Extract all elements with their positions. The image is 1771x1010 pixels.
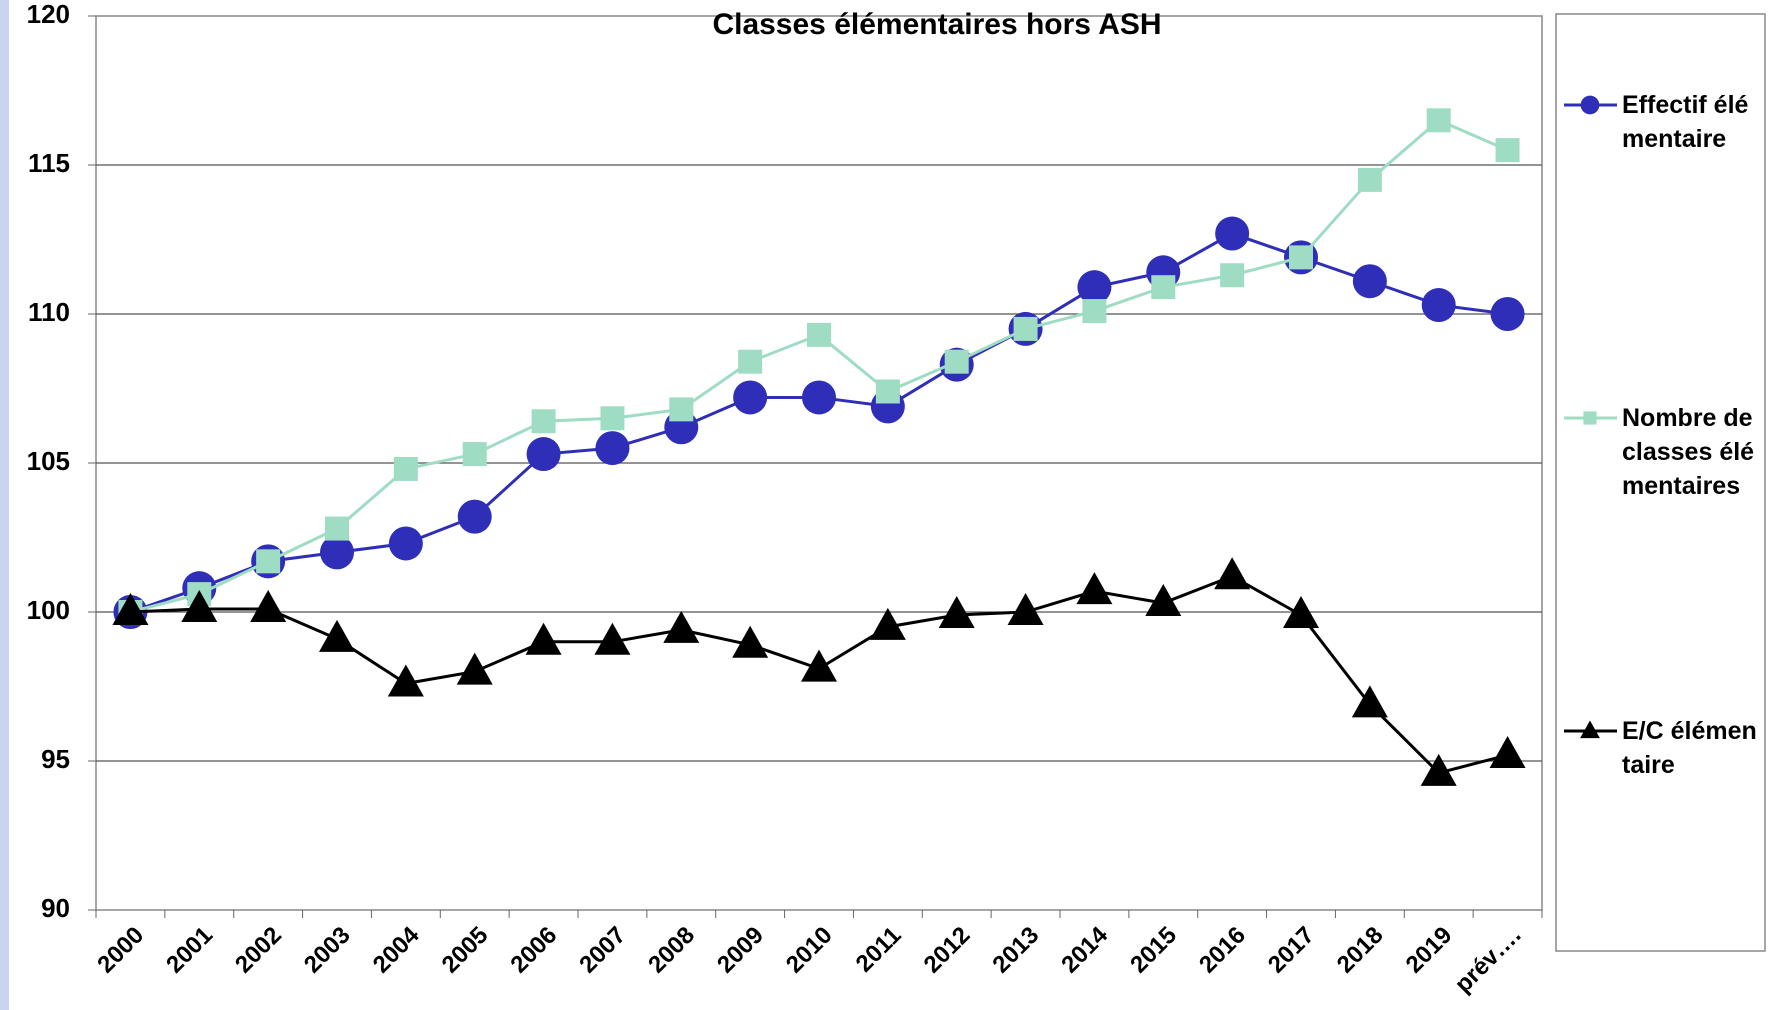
point [595, 431, 630, 466]
point [1215, 216, 1250, 251]
point [1289, 245, 1313, 270]
point [944, 349, 969, 374]
point [1145, 584, 1182, 617]
point [869, 607, 906, 640]
x-tick-label: 2002 [230, 922, 287, 979]
x-tick-label: 2014 [1056, 921, 1113, 978]
x-tick-label: 2015 [1125, 922, 1182, 979]
point [325, 516, 349, 541]
point [1490, 297, 1525, 331]
y-tick-label: 90 [41, 893, 70, 923]
point [875, 379, 900, 404]
point [663, 610, 700, 643]
point [807, 322, 831, 347]
point [250, 590, 287, 623]
point [1352, 264, 1387, 299]
y-tick-label: 120 [27, 0, 70, 29]
point [1351, 685, 1388, 718]
point [1220, 263, 1245, 288]
x-tick-label: 2004 [368, 921, 425, 978]
point [1077, 270, 1112, 305]
legend-marker [1580, 720, 1600, 739]
point [388, 526, 423, 561]
point [456, 652, 493, 685]
point [738, 349, 763, 374]
point [319, 619, 355, 652]
x-tick-label: 2012 [919, 922, 976, 979]
point [1495, 138, 1520, 163]
y-tick-label: 115 [28, 148, 70, 178]
point [732, 625, 769, 658]
x-tick-label: prév…. [1450, 922, 1527, 999]
point [1151, 275, 1176, 300]
legend-label: Nombre de classes élémentaires [1622, 404, 1755, 500]
point [1007, 593, 1044, 625]
legend-marker [1580, 95, 1600, 115]
point [1076, 572, 1113, 605]
x-tick-label: 2017 [1263, 922, 1320, 979]
point [1357, 167, 1382, 192]
x-tick-label: 2019 [1401, 922, 1458, 979]
x-tick-label: 2005 [437, 922, 494, 979]
chart-title: Classes élémentaires hors ASH [712, 8, 1161, 41]
x-tick-label: 2016 [1194, 922, 1251, 979]
point [1013, 316, 1038, 341]
point [1082, 299, 1107, 324]
x-tick-label: 2007 [574, 922, 631, 979]
point [112, 593, 149, 625]
x-tick-label: 2011 [851, 922, 907, 978]
point [525, 622, 562, 655]
point [181, 590, 218, 623]
point [938, 595, 975, 628]
point [320, 535, 354, 570]
point [1426, 108, 1451, 133]
y-tick-label: 105 [27, 446, 70, 476]
point [733, 380, 768, 415]
point [457, 499, 492, 534]
point [1420, 753, 1457, 786]
x-tick-label: 2003 [299, 922, 356, 979]
point [594, 622, 631, 655]
point [1283, 595, 1319, 628]
legend-marker [1583, 411, 1597, 425]
point [462, 442, 487, 467]
point [669, 397, 694, 422]
point [393, 456, 418, 481]
point [802, 380, 836, 415]
y-tick-label: 100 [27, 595, 70, 625]
point [600, 406, 625, 431]
left-border [0, 0, 9, 1010]
point [531, 409, 556, 434]
y-tick-label: 110 [28, 297, 70, 327]
y-tick-label: 95 [41, 744, 70, 774]
x-tick-label: 2001 [161, 922, 218, 979]
x-tick-label: 2006 [505, 922, 562, 979]
point [256, 549, 281, 574]
x-tick-label: 2010 [781, 922, 838, 979]
point [801, 649, 837, 682]
x-tick-label: 2013 [987, 922, 1044, 979]
legend-label: Effectif élémentaire [1622, 91, 1749, 153]
legend-label: E/C élémentaire [1622, 717, 1757, 779]
legend-box [1555, 13, 1766, 952]
x-tick-label: 2000 [92, 922, 149, 979]
point [1214, 557, 1251, 590]
point [387, 664, 424, 697]
point [526, 437, 561, 472]
x-tick-label: 2009 [712, 922, 769, 979]
point [1421, 288, 1456, 323]
point [1489, 736, 1526, 769]
x-tick-label: 2008 [643, 922, 700, 979]
x-tick-label: 2018 [1332, 922, 1389, 979]
